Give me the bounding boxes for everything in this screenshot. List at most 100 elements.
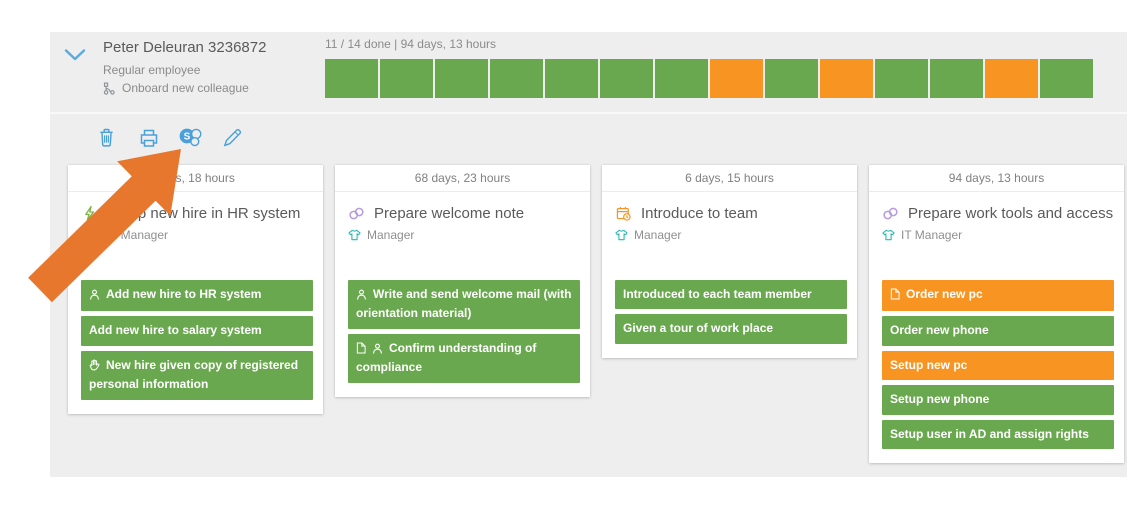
toolbar: S (94, 126, 245, 149)
printer-icon (138, 128, 160, 148)
progress-segment (985, 59, 1038, 98)
chevron-down-icon (62, 47, 88, 63)
pencil-icon (222, 127, 243, 148)
phase-title-row: Prepare welcome note (348, 205, 580, 222)
task-button[interactable]: Add new hire to HR system (81, 280, 313, 312)
task-list: Add new hire to HR system Add new hire to… (81, 280, 313, 400)
task-label: Add new hire to HR system (106, 287, 262, 301)
cards-row: days, 18 hours Setup new hire in HR syste… (68, 165, 1124, 463)
progress-segment (655, 59, 708, 98)
print-button[interactable] (136, 126, 161, 149)
sharepoint-button[interactable]: S (178, 126, 203, 149)
person-icon (372, 342, 383, 359)
phase-duration: 68 days, 23 hours (335, 165, 590, 192)
progress-segment (545, 59, 598, 98)
phase-card-body: Setup new hire in HR system HR Manager Add… (68, 192, 323, 414)
employee-name: Peter Deleuran 3236872 (103, 39, 267, 56)
task-button[interactable]: Order new pc (882, 280, 1114, 312)
edit-button[interactable] (220, 126, 245, 149)
phase-duration: 6 days, 15 hours (602, 165, 857, 192)
hand-icon (89, 359, 100, 376)
link-icon (348, 207, 365, 220)
link-icon (882, 207, 899, 220)
phase-title: Prepare work tools and access (908, 205, 1114, 222)
task-label: Write and send welcome mail (with orient… (356, 287, 572, 321)
phase-title: Introduce to team (641, 205, 758, 222)
svg-text:S: S (184, 131, 191, 142)
document-icon (356, 342, 366, 359)
task-label: Order new pc (906, 287, 983, 301)
task-button[interactable]: Confirm understanding of compliance (348, 333, 580, 383)
task-list: Write and send welcome mail (with orient… (348, 280, 580, 383)
task-button[interactable]: Order new phone (882, 316, 1114, 346)
task-button[interactable]: Setup new pc (882, 350, 1114, 381)
progress-segment (490, 59, 543, 98)
progress-segment (435, 59, 488, 98)
tshirt-icon (615, 229, 628, 241)
employee-type: Regular employee (103, 63, 201, 77)
task-label: Confirm understanding of compliance (356, 340, 537, 375)
task-button[interactable]: Setup new phone (882, 385, 1114, 415)
phase-duration: days, 18 hours (68, 165, 323, 192)
tshirt-icon (81, 229, 94, 241)
progress-segment (1040, 59, 1093, 98)
process-name: Onboard new colleague (122, 81, 249, 95)
person-icon (89, 288, 100, 305)
delete-button[interactable] (94, 126, 119, 149)
phase-title: Setup new hire in HR system (107, 205, 301, 222)
phase-title-row: Setup new hire in HR system (81, 205, 313, 222)
employee-header: Peter Deleuran 3236872 Regular employee … (103, 39, 266, 95)
lightning-icon (81, 205, 98, 222)
task-list: Introduced to each team member Given a to… (615, 280, 847, 344)
employee-panel: Peter Deleuran 3236872 Regular employee … (50, 32, 1127, 477)
task-label: New hire given copy of registered person… (89, 357, 299, 392)
process-row: Onboard new colleague (103, 81, 266, 95)
phase-role: Manager (634, 228, 682, 242)
phase-role-row: IT Manager (882, 228, 1114, 242)
phase-card-body: Introduce to team Manager Introduced to ea… (602, 192, 857, 358)
phase-card-body: Prepare welcome note Manager Write and sen… (335, 192, 590, 397)
task-label: Order new phone (890, 323, 989, 338)
phase-role-row: Manager (348, 228, 580, 242)
branch-icon (103, 82, 116, 95)
task-list: Order new pc Order new phone Setup new pc S… (882, 280, 1114, 449)
tshirt-icon (348, 229, 361, 241)
trash-icon (97, 127, 116, 148)
progress-segment (325, 59, 378, 98)
phase-title-row: Introduce to team (615, 205, 847, 222)
progress-segment (820, 59, 873, 98)
phase-card: 6 days, 15 hours Introduce to team Manager… (602, 165, 857, 358)
progress-segment (380, 59, 433, 98)
sharepoint-icon: S (178, 127, 203, 148)
phase-role: HR Manager (100, 228, 169, 242)
phase-card: days, 18 hours Setup new hire in HR syste… (68, 165, 323, 414)
header-divider (50, 112, 1127, 114)
progress-segment (930, 59, 983, 98)
progress-bar (325, 59, 1093, 98)
phase-duration: 94 days, 13 hours (869, 165, 1124, 192)
tshirt-icon (882, 229, 895, 241)
progress-segment (765, 59, 818, 98)
task-button[interactable]: Setup user in AD and assign rights (882, 419, 1114, 449)
task-label: Setup user in AD and assign rights (890, 426, 1089, 441)
phase-card-body: Prepare work tools and access IT Manager O… (869, 192, 1124, 463)
collapse-chevron-button[interactable] (62, 47, 88, 63)
task-button[interactable]: Add new hire to salary system (81, 316, 313, 346)
phase-role: IT Manager (901, 228, 963, 242)
document-icon (890, 288, 900, 305)
calendar-icon (615, 206, 632, 221)
phase-title-row: Prepare work tools and access (882, 205, 1114, 222)
phase-role-row: HR Manager (81, 228, 313, 242)
progress-summary: 11 / 14 done | 94 days, 13 hours (325, 37, 497, 51)
task-button[interactable]: Given a tour of work place (615, 314, 847, 344)
phase-role-row: Manager (615, 228, 847, 242)
task-button[interactable]: Write and send welcome mail (with orient… (348, 280, 580, 329)
task-button[interactable]: New hire given copy of registered person… (81, 350, 313, 400)
task-label: Setup new pc (890, 357, 968, 372)
phase-card: 94 days, 13 hours Prepare work tools and … (869, 165, 1124, 463)
phase-card: 68 days, 23 hours Prepare welcome note Man… (335, 165, 590, 397)
task-label: Introduced to each team member (623, 287, 812, 301)
task-label: Setup new phone (890, 392, 990, 407)
progress-section: 11 / 14 done | 94 days, 13 hours (325, 37, 1093, 98)
task-button[interactable]: Introduced to each team member (615, 280, 847, 310)
